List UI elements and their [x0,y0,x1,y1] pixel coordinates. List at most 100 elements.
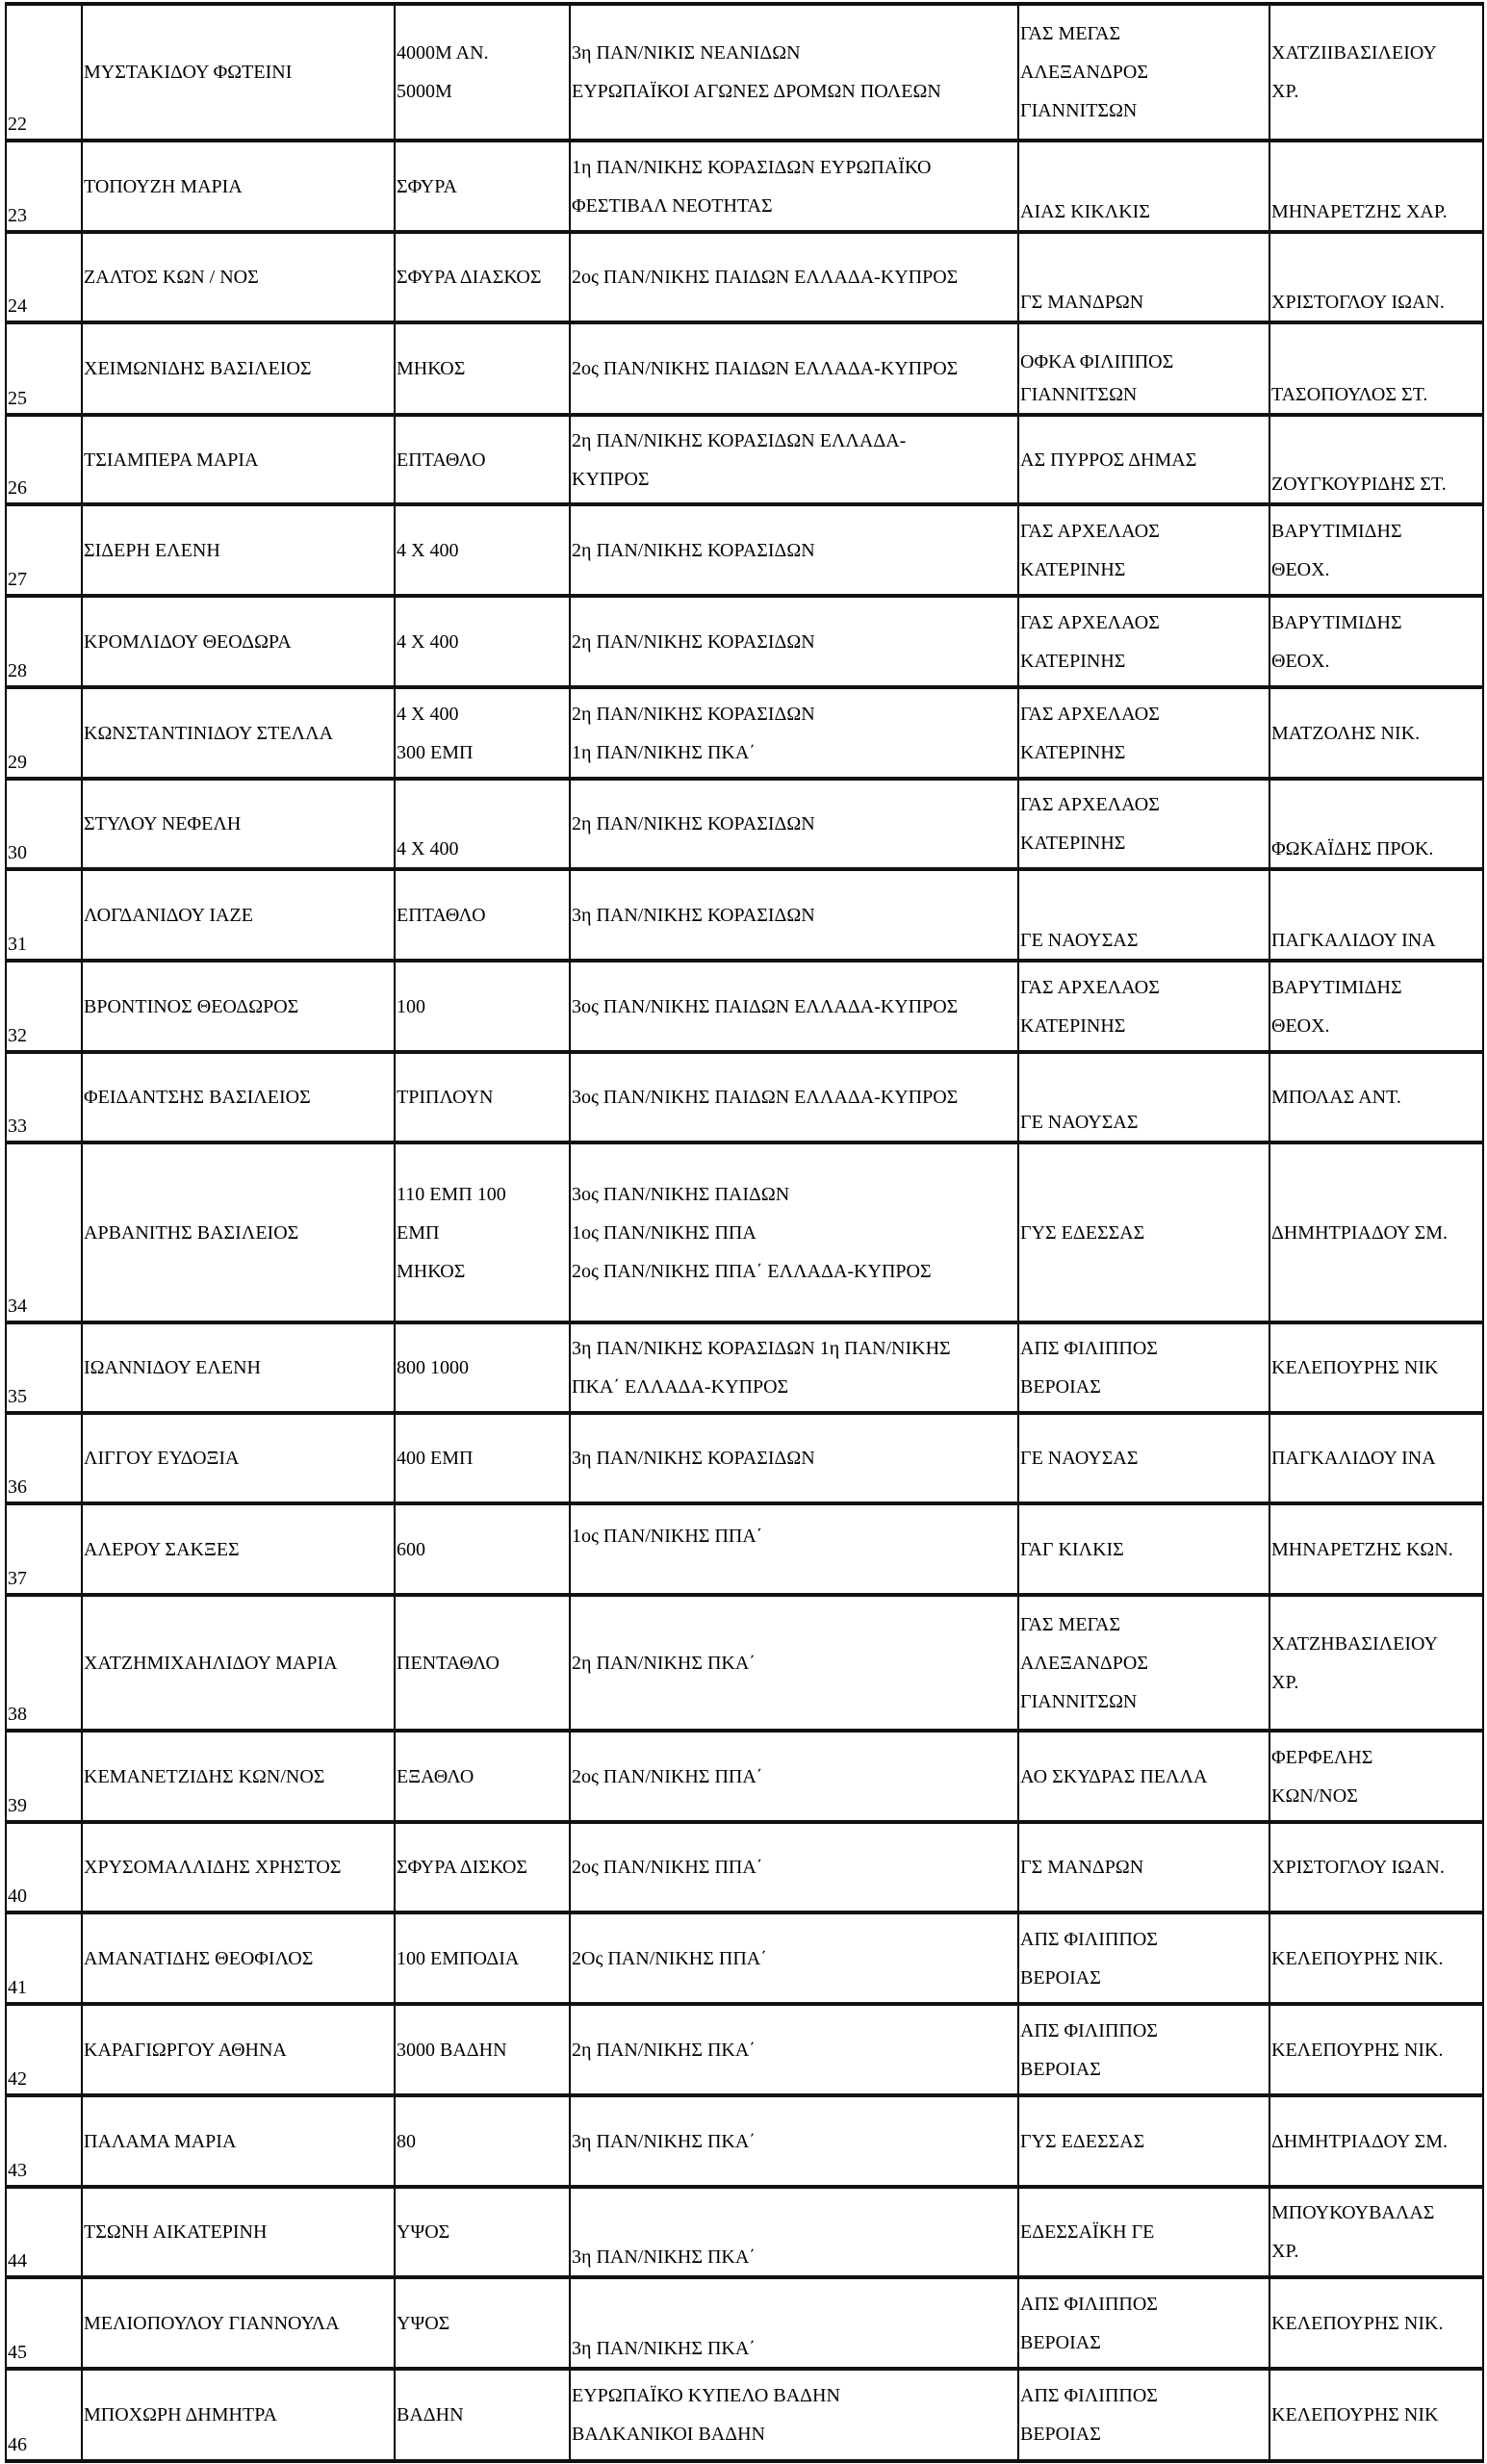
cell-club: ΓΑΣ ΜΕΓΑΣ ΑΛΕΞΑΝΔΡΟΣ ΓΙΑΝΝΙΤΣΩΝ [1017,1593,1270,1732]
cell-name: ΚΕΜΑΝΕΤΖΙΔΗΣ ΚΩΝ/ΝΟΣ [81,1729,396,1824]
cell-club: ΑΙΑΣ ΚΙΚΛΚΙΣ [1017,139,1270,234]
cell-club: ΑΣ ΠΥΡΡΟΣ ΔΗΜΑΣ [1017,413,1270,506]
table-row: 40 ΧΡΥΣΟΜΑΛΛΙΔΗΣ ΧΡΗΣΤΟΣ ΣΦΥΡΑ ΔΙΣΚΟΣ 2ος Π… [5,1820,1484,1914]
cell-num: 32 [5,959,83,1054]
table-row: 30 ΣΤΥΛΟΥ ΝΕΦΕΛΗ 4 Χ 400 2η ΠΑΝ/ΝΙΚΗΣ ΚΟΡΑΣ… [5,777,1484,871]
cell-coach: ΜΠΟΛΑΣ ΑΝΤ. [1269,1050,1484,1144]
cell-coach: ΜΠΟΥΚΟΥΒΑΛΑΣ ΧΡ. [1269,2185,1484,2279]
cell-club: ΓΕ ΝΑΟΥΣΑΣ [1017,1050,1270,1144]
cell-event: 4 Χ 400 [394,777,571,871]
cell-club: ΓΑΣ ΑΡΧΕΛΑΟΣ ΚΑΤΕΡΙΝΗΣ [1017,777,1270,871]
cell-event: 100 ΕΜΠΟΔΙΑ [394,1911,571,2006]
cell-event: ΠΕΝΤΑΘΛΟ [394,1593,571,1732]
cell-num: 36 [5,1411,83,1505]
cell-club: ΑΠΣ ΦΙΛΙΠΠΟΣ ΒΕΡΟΙΑΣ [1017,2002,1270,2097]
cell-coach: ΠΑΓΚΑΛΙΔΟΥ ΙΝΑ [1269,1411,1484,1505]
cell-num: 41 [5,1911,83,2006]
table-row: 24 ΖΑΛΤΟΣ ΚΩΝ / ΝΟΣ ΣΦΥΡΑ ΔΙΑΣΚΟΣ 2ος ΠΑΝ/Ν… [5,230,1484,324]
cell-event: 4 Χ 400 [394,502,571,598]
cell-num: 31 [5,867,83,962]
cell-result: 2η ΠΑΝ/ΝΙΚΗΣ ΚΟΡΑΣΙΔΩΝ [569,594,1019,689]
cell-name: ΛΙΓΓΟΥ ΕΥΔΟΞΙΑ [81,1411,396,1505]
cell-event: 800 1000 [394,1321,571,1415]
table-row: 32 ΒΡΟΝΤΙΝΟΣ ΘΕΟΔΩΡΟΣ 100 3ος ΠΑΝ/ΝΙΚΗΣ ΠΑΙ… [5,959,1484,1054]
cell-club: ΓΥΣ ΕΔΕΣΣΑΣ [1017,1141,1270,1324]
cell-result: 2η ΠΑΝ/ΝΙΚΗΣ ΠΚΑ΄ [569,1593,1019,1732]
cell-name: ΣΙΔΕΡΗ ΕΛΕΝΗ [81,502,396,598]
cell-result: 3η ΠΑΝ/ΝΙΚΗΣ ΠΚΑ΄ [569,2185,1019,2279]
cell-club: ΓΑΣ ΑΡΧΕΛΑΟΣ ΚΑΤΕΡΙΝΗΣ [1017,685,1270,781]
table-row: 42 ΚΑΡΑΓΙΩΡΓΟΥ ΑΘΗΝΑ 3000 ΒΑΔΗΝ 2η ΠΑΝ/ΝΙΚΗ… [5,2002,1484,2097]
cell-club: ΓΥΣ ΕΔΕΣΣΑΣ [1017,2093,1270,2189]
cell-club: ΓΑΓ ΚΙΛΚΙΣ [1017,1502,1270,1597]
cell-result: 1η ΠΑΝ/ΝΙΚΗΣ ΚΟΡΑΣΙΔΩΝ ΕΥΡΩΠΑΪΚΟ ΦΕΣΤΙΒΑ… [569,139,1019,234]
cell-club: ΕΔΕΣΣΑΪΚΗ ΓΕ [1017,2185,1270,2279]
cell-name: ΤΣΩΝΗ ΑΙΚΑΤΕΡΙΝΗ [81,2185,396,2279]
cell-num: 23 [5,139,83,234]
cell-event: 4 Χ 400 [394,594,571,689]
cell-name: ΜΕΛΙΟΠΟΥΛΟΥ ΓΙΑΝΝΟΥΛΑ [81,2275,396,2371]
cell-num: 46 [5,2367,83,2463]
cell-name: ΤΟΠΟΥΖΗ ΜΑΡΙΑ [81,139,396,234]
cell-num: 42 [5,2002,83,2097]
cell-result: 3ος ΠΑΝ/ΝΙΚΗΣ ΠΑΙΔΩΝ 1ος ΠΑΝ/ΝΙΚΗΣ ΠΠΑ 2… [569,1141,1019,1324]
cell-result: 3η ΠΑΝ/ΝΙΚΗΣ ΚΟΡΑΣΙΔΩΝ 1η ΠΑΝ/ΝΙΚΗΣ ΠΚΑ΄… [569,1321,1019,1415]
cell-event: ΤΡΙΠΛΟΥΝ [394,1050,571,1144]
table-row: 31 ΛΟΓΔΑΝΙΔΟΥ ΙΑΖΕ ΕΠΤΑΘΛΟ 3η ΠΑΝ/ΝΙΚΗΣ ΚΟΡ… [5,867,1484,962]
cell-coach: ΜΑΤΖΟΛΗΣ ΝΙΚ. [1269,685,1484,781]
cell-event: ΣΦΥΡΑ [394,139,571,234]
cell-result: 1ος ΠΑΝ/ΝΙΚΗΣ ΠΠΑ΄ [569,1502,1019,1597]
cell-club: ΓΣ ΜΑΝΔΡΩΝ [1017,230,1270,324]
cell-name: ΚΡΟΜΛΙΔΟΥ ΘΕΟΔΩΡΑ [81,594,396,689]
athletes-table: 22 ΜΥΣΤΑΚΙΔΟΥ ΦΩΤΕΙΝΙ 4000Μ ΑΝ. 5000Μ 3η ΠΑ… [5,2,1484,2463]
cell-name: ΧΕΙΜΩΝΙΔΗΣ ΒΑΣΙΛΕΙΟΣ [81,321,396,417]
cell-name: ΒΡΟΝΤΙΝΟΣ ΘΕΟΔΩΡΟΣ [81,959,396,1054]
cell-coach: ΚΕΛΕΠΟΥΡΗΣ ΝΙΚ [1269,2367,1484,2463]
cell-result: 2η ΠΑΝ/ΝΙΚΗΣ ΚΟΡΑΣΙΔΩΝ [569,502,1019,598]
cell-event: 110 ΕΜΠ 100 ΕΜΠ ΜΗΚΟΣ [394,1141,571,1324]
cell-coach: ΜΗΝΑΡΕΤΖΗΣ ΧΑΡ. [1269,139,1484,234]
cell-num: 44 [5,2185,83,2279]
table-row: 29 ΚΩΝΣΤΑΝΤΙΝΙΔΟΥ ΣΤΕΛΛΑ 4 Χ 400 300 ΕΜΠ 2η… [5,685,1484,781]
cell-name: ΣΤΥΛΟΥ ΝΕΦΕΛΗ [81,777,396,871]
cell-num: 38 [5,1593,83,1732]
cell-result: 2ος ΠΑΝ/ΝΙΚΗΣ ΠΑΙΔΩΝ ΕΛΛΑΔΑ-ΚΥΠΡΟΣ [569,230,1019,324]
cell-club: ΓΑΣ ΜΕΓΑΣ ΑΛΕΞΑΝΔΡΟΣ ΓΙΑΝΝΙΤΣΩΝ [1017,2,1270,142]
cell-coach: ΦΕΡΦΕΛΗΣ ΚΩΝ/ΝΟΣ [1269,1729,1484,1824]
cell-name: ΠΑΛΑΜΑ ΜΑΡΙΑ [81,2093,396,2189]
cell-club: ΓΑΣ ΑΡΧΕΛΑΟΣ ΚΑΤΕΡΙΝΗΣ [1017,959,1270,1054]
cell-event: 3000 ΒΑΔΗΝ [394,2002,571,2097]
cell-club: ΓΕ ΝΑΟΥΣΑΣ [1017,1411,1270,1505]
cell-coach: ΧΑΤΖΗΒΑΣΙΛΕΙΟΥ ΧΡ. [1269,1593,1484,1732]
table-row: 22 ΜΥΣΤΑΚΙΔΟΥ ΦΩΤΕΙΝΙ 4000Μ ΑΝ. 5000Μ 3η ΠΑ… [5,2,1484,142]
cell-club: ΟΦΚΑ ΦΙΛΙΠΠΟΣ ΓΙΑΝΝΙΤΣΩΝ [1017,321,1270,417]
table-row: 37 ΑΛΕΡΟΥ ΣΑΚΞΕΣ 600 1ος ΠΑΝ/ΝΙΚΗΣ ΠΠΑ΄ ΓΑ… [5,1502,1484,1597]
cell-result: 3η ΠΑΝ/ΝΙΚΙΣ ΝΕΑΝΙΔΩΝ ΕΥΡΩΠΑΪΚΟΙ ΑΓΩΝΕΣ … [569,2,1019,142]
cell-num: 29 [5,685,83,781]
cell-coach: ΧΑΤΖΙΙΒΑΣΙΛΕΙΟΥ ΧΡ. [1269,2,1484,142]
cell-name: ΙΩΑΝΝΙΔΟΥ ΕΛΕΝΗ [81,1321,396,1415]
cell-coach: ΒΑΡΥΤΙΜΙΔΗΣ ΘΕΟΧ. [1269,594,1484,689]
cell-num: 27 [5,502,83,598]
cell-club: ΓΣ ΜΑΝΔΡΩΝ [1017,1820,1270,1914]
cell-num: 28 [5,594,83,689]
cell-event: 4 Χ 400 300 ΕΜΠ [394,685,571,781]
table-row: 34 ΑΡΒΑΝΙΤΗΣ ΒΑΣΙΛΕΙΟΣ 110 ΕΜΠ 100 ΕΜΠ ΜΗΚ… [5,1141,1484,1324]
cell-num: 40 [5,1820,83,1914]
cell-num: 25 [5,321,83,417]
table-row: 46 ΜΠΟΧΩΡΗ ΔΗΜΗΤΡΑ ΒΑΔΗΝ ΕΥΡΩΠΑΪΚΟ ΚΥΠΕΛΟ Β… [5,2367,1484,2463]
cell-result: 2η ΠΑΝ/ΝΙΚΗΣ ΚΟΡΑΣΙΔΩΝ [569,777,1019,871]
cell-event: 4000Μ ΑΝ. 5000Μ [394,2,571,142]
table-row: 43 ΠΑΛΑΜΑ ΜΑΡΙΑ 80 3η ΠΑΝ/ΝΙΚΗΣ ΠΚΑ΄ ΓΥΣ ΕΔ… [5,2093,1484,2189]
table-row: 25 ΧΕΙΜΩΝΙΔΗΣ ΒΑΣΙΛΕΙΟΣ ΜΗΚΟΣ 2ος ΠΑΝ/ΝΙΚΗΣ… [5,321,1484,417]
cell-event: ΒΑΔΗΝ [394,2367,571,2463]
cell-event: 400 ΕΜΠ [394,1411,571,1505]
table-row: 27 ΣΙΔΕΡΗ ΕΛΕΝΗ 4 Χ 400 2η ΠΑΝ/ΝΙΚΗΣ ΚΟΡΑΣΙ… [5,502,1484,598]
cell-result: 2η ΠΑΝ/ΝΙΚΗΣ ΚΟΡΑΣΙΔΩΝ ΕΛΛΑΔΑ- ΚΥΠΡΟΣ [569,413,1019,506]
cell-name: ΚΩΝΣΤΑΝΤΙΝΙΔΟΥ ΣΤΕΛΛΑ [81,685,396,781]
cell-coach: ΔΗΜΗΤΡΙΑΔΟΥ ΣΜ. [1269,1141,1484,1324]
cell-club: ΑΟ ΣΚΥΔΡΑΣ ΠΕΛΛΑ [1017,1729,1270,1824]
cell-num: 24 [5,230,83,324]
cell-result: 2η ΠΑΝ/ΝΙΚΗΣ ΚΟΡΑΣΙΔΩΝ 1η ΠΑΝ/ΝΙΚΗΣ ΠΚΑ΄ [569,685,1019,781]
cell-num: 45 [5,2275,83,2371]
